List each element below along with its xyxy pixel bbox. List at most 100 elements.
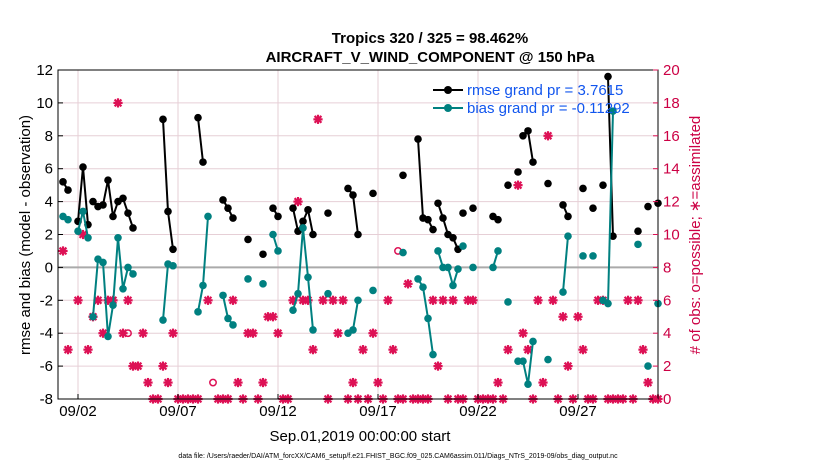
bias-point	[459, 242, 467, 250]
bias-point	[434, 247, 442, 255]
rmse-point	[604, 72, 612, 81]
obs-star-stroke	[633, 296, 643, 305]
obs-assimilated-marker	[203, 295, 213, 305]
obs-star-stroke	[123, 296, 133, 305]
bias-point	[324, 289, 332, 298]
rmse-point	[544, 179, 552, 188]
obs-assimilated-marker	[293, 197, 303, 207]
obs-assimilated-marker	[573, 312, 583, 322]
bias-point	[64, 215, 72, 224]
obs-assimilated-marker	[403, 279, 413, 289]
obs-assimilated-marker	[348, 377, 358, 388]
bias-point	[169, 261, 177, 270]
obs-assimilated-marker	[623, 295, 633, 305]
obs-assimilated-marker	[368, 328, 378, 338]
rmse-point	[99, 201, 107, 209]
obs-star-stroke	[288, 296, 298, 305]
obs-star-stroke	[623, 296, 633, 305]
bias-point	[429, 350, 437, 359]
obs-star-stroke	[368, 329, 378, 338]
obs-possible-marker	[209, 378, 217, 387]
rmse-point	[424, 215, 432, 224]
obs-assimilated-marker	[493, 377, 503, 388]
rmse-point	[529, 158, 537, 166]
obs-star-stroke	[348, 378, 358, 387]
bias-point	[494, 247, 502, 255]
y-axis-right-label: # of obs: o=possible; ∗=assimilated	[687, 116, 704, 355]
y-right-tick-label: 4	[663, 325, 671, 342]
rmse-point	[269, 204, 277, 212]
footer-data-file: data file: /Users/raeder/DAI/ATM_forcXX/…	[178, 453, 618, 460]
y-right-tick-label: 8	[663, 259, 671, 276]
y-tick-label: 2	[45, 227, 53, 244]
bias-point	[524, 380, 532, 388]
obs-star-stroke	[503, 345, 513, 354]
bias-point	[119, 284, 127, 293]
bias-point	[529, 337, 537, 346]
rmse-line-segment	[607, 76, 614, 237]
obs-star-stroke	[63, 345, 73, 354]
bias-point	[644, 362, 652, 370]
obs-assimilated-marker	[268, 312, 278, 322]
obs-star-stroke	[638, 345, 648, 354]
bias-line-segment	[607, 111, 614, 304]
obs-star-stroke	[133, 361, 143, 371]
bias-point	[204, 212, 212, 221]
rmse-point	[169, 245, 177, 254]
obs-assimilated-marker	[248, 328, 258, 338]
rmse-point	[469, 204, 477, 212]
legend-bias-marker	[444, 104, 452, 112]
obs-assimilated-marker	[513, 180, 523, 190]
bias-point	[229, 321, 237, 329]
rmse-point	[124, 209, 132, 217]
bias-point	[79, 207, 87, 216]
bias-point	[309, 326, 317, 334]
obs-star-stroke	[138, 329, 148, 338]
bias-point	[544, 355, 552, 364]
x-tick-label: 09/22	[459, 403, 497, 420]
obs-star-stroke	[293, 197, 303, 206]
y-tick-label: 8	[45, 128, 53, 145]
obs-assimilated-marker	[308, 345, 318, 355]
obs-star-stroke	[313, 115, 323, 124]
obs-star-stroke	[143, 378, 153, 387]
obs-assimilated-marker	[558, 312, 568, 322]
rmse-point	[344, 184, 352, 193]
obs-assimilated-marker	[518, 328, 528, 338]
obs-star-stroke	[248, 329, 258, 338]
obs-star-stroke	[93, 296, 103, 305]
obs-star-stroke	[203, 296, 213, 305]
obs-assimilated-marker	[468, 295, 478, 305]
bias-point	[294, 289, 302, 298]
rmse-point	[289, 204, 297, 212]
obs-star-stroke	[58, 246, 68, 256]
obs-assimilated-marker	[448, 295, 458, 305]
y-right-tick-label: 20	[663, 62, 680, 79]
bias-point	[604, 299, 612, 308]
bias-point	[259, 280, 267, 288]
rmse-point	[119, 194, 127, 203]
obs-assimilated-marker	[83, 345, 93, 355]
obs-star-stroke	[258, 378, 268, 387]
rmse-point	[244, 235, 252, 244]
obs-star-stroke	[273, 329, 283, 338]
obs-star-stroke	[543, 131, 553, 140]
rmse-point	[324, 209, 332, 217]
bias-point	[504, 298, 512, 306]
obs-assimilated-marker	[133, 361, 143, 371]
legend-bias-label: bias grand pr = -0.11292	[467, 100, 630, 117]
rmse-point	[219, 196, 227, 204]
bias-point	[399, 248, 407, 257]
obs-star-stroke	[428, 296, 438, 305]
obs-star-stroke	[98, 329, 108, 338]
rmse-point	[59, 178, 67, 186]
rmse-point	[104, 176, 112, 185]
obs-assimilated-marker	[373, 377, 383, 388]
chart-subtitle: AIRCRAFT_V_WIND_COMPONENT @ 150 hPa	[266, 49, 596, 66]
rmse-point	[559, 201, 567, 209]
legend: rmse grand pr = 3.7615 bias grand pr = -…	[433, 82, 630, 117]
rmse-point	[109, 212, 117, 221]
y-right-tick-label: 10	[663, 227, 680, 244]
rmse-point	[309, 230, 317, 239]
obs-assimilated-marker	[578, 345, 588, 355]
